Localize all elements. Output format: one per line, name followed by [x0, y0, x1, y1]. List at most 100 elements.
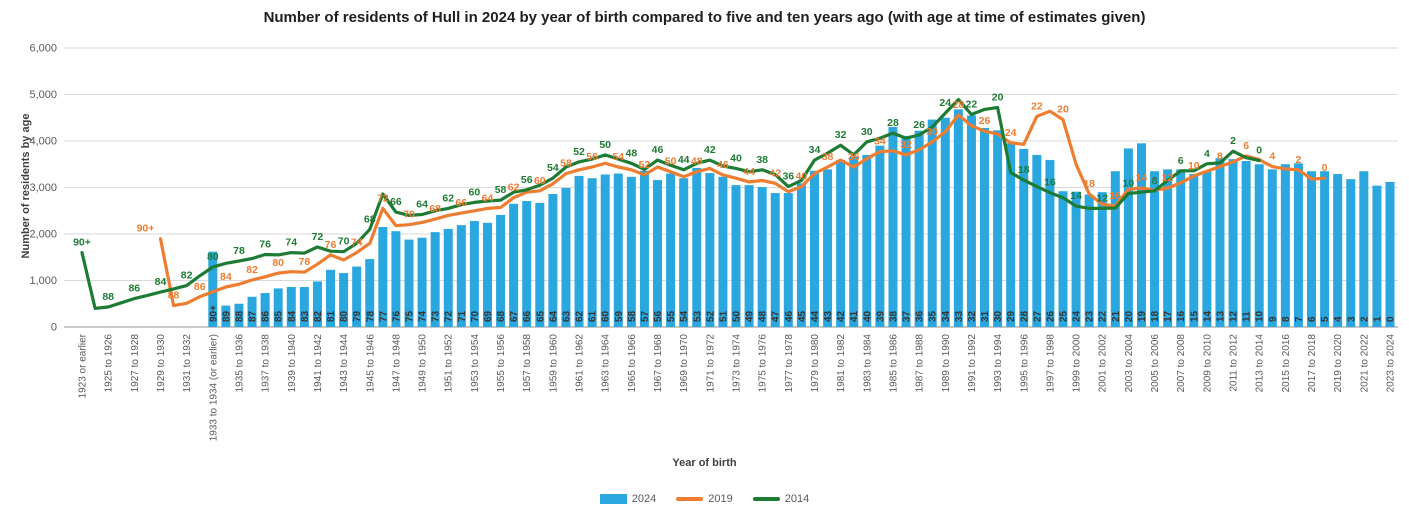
bar	[1136, 143, 1146, 327]
x-tick-label: 2019 to 2020	[1333, 334, 1344, 393]
x-tick-label: 2015 to 2016	[1281, 334, 1292, 393]
line-age-label-2014: 76	[259, 238, 271, 250]
bar	[940, 117, 950, 327]
legend-item-2019: 2019	[676, 493, 733, 505]
bar	[1267, 169, 1277, 327]
x-tick-label: 1981 to 1982	[836, 334, 847, 393]
bar	[731, 185, 741, 327]
x-tick-label: 1975 to 1976	[758, 334, 769, 393]
line-age-label-2019: 44	[743, 166, 755, 178]
bar	[1346, 179, 1356, 327]
bar-age-label: 43	[823, 310, 834, 322]
bar	[783, 193, 793, 327]
line-age-label-2019: 86	[194, 281, 206, 293]
bar	[1385, 181, 1395, 327]
line-age-label-2019: 54	[612, 151, 624, 163]
bar-age-label: 88	[234, 310, 245, 322]
bar-age-label: 20	[1124, 310, 1135, 322]
line-age-label-2014: 56	[521, 174, 533, 186]
bar	[286, 287, 296, 327]
x-tick-label: 1927 to 1928	[130, 334, 141, 393]
line-age-label-2014: 84	[155, 276, 167, 288]
bar-age-label: 8	[1281, 316, 1292, 322]
x-tick-label: 1959 to 1960	[548, 334, 559, 393]
x-tick-label: 1983 to 1984	[862, 334, 873, 393]
line-age-label-2019: 40	[796, 171, 808, 183]
x-tick-label: 1957 to 1958	[522, 334, 533, 393]
bar-age-label: 63	[561, 310, 572, 322]
y-tick-label: 1,000	[29, 275, 57, 287]
x-tick-label: 1997 to 1998	[1045, 334, 1056, 393]
bar	[849, 156, 859, 327]
bar-age-label: 67	[509, 310, 520, 322]
bar	[378, 227, 388, 327]
bar-age-label: 4	[1333, 316, 1344, 322]
bar	[1110, 171, 1120, 327]
bar-age-label: 50	[732, 310, 743, 322]
legend-label-2019: 2019	[708, 493, 733, 505]
bar	[482, 222, 492, 327]
bar	[352, 266, 362, 327]
y-tick-label: 3,000	[29, 182, 57, 194]
bar	[234, 303, 244, 327]
bar-age-label: 66	[522, 310, 533, 322]
x-tick-label: 1953 to 1954	[470, 334, 481, 393]
bar-age-label: 69	[483, 310, 494, 322]
bar-age-label: 14	[1202, 310, 1213, 322]
bar-age-label: 86	[261, 310, 272, 322]
bar	[247, 296, 257, 327]
bar-age-label: 18	[1150, 310, 1161, 322]
bar-age-label: 62	[575, 310, 586, 322]
line-age-label-2019: 52	[639, 159, 651, 171]
line-age-label-2019: 68	[429, 203, 441, 215]
bar	[535, 202, 545, 327]
bar	[273, 288, 283, 327]
bar-age-label: 29	[1006, 310, 1017, 322]
bar-age-label: 83	[300, 310, 311, 322]
bar	[1228, 159, 1238, 327]
bar	[836, 160, 846, 327]
bar	[548, 194, 558, 327]
bar	[208, 251, 218, 327]
bar-age-label: 54	[679, 310, 690, 322]
bar	[1320, 171, 1330, 327]
bar	[299, 287, 309, 327]
x-tick-label: 1961 to 1962	[575, 334, 586, 393]
bar-age-label: 13	[1215, 310, 1226, 322]
bar-age-label: 44	[810, 310, 821, 322]
y-tick-label: 5,000	[29, 89, 57, 101]
bar	[613, 173, 623, 327]
bar-age-label: 31	[980, 310, 991, 322]
bar	[522, 200, 532, 327]
bar	[1307, 171, 1317, 327]
x-axis-title: Year of birth	[672, 457, 737, 469]
x-tick-label: 1925 to 1926	[104, 334, 115, 393]
bar	[1163, 169, 1173, 327]
bar	[953, 109, 963, 327]
line-age-label-2019: 34	[874, 136, 886, 148]
line-age-label-2014: 6	[1178, 155, 1184, 167]
bar	[744, 185, 754, 327]
bar-age-label: 68	[496, 310, 507, 322]
line-age-label-2014: 2	[1230, 135, 1236, 147]
x-tick-label: 1929 to 1930	[156, 334, 167, 393]
bar	[600, 174, 610, 327]
x-tick-label: 1993 to 1994	[993, 334, 1004, 393]
bar-age-label: 25	[1059, 310, 1070, 322]
bar	[653, 180, 663, 327]
line-2014	[80, 97, 1261, 310]
bar-age-label: 65	[535, 310, 546, 322]
bar	[718, 176, 728, 327]
bar	[365, 259, 375, 327]
line-age-label-2014: 22	[966, 98, 978, 110]
bar	[430, 232, 440, 327]
bar	[1215, 158, 1225, 327]
bar-age-label: 48	[758, 310, 769, 322]
bar-age-label: 75	[405, 310, 416, 322]
bar-age-label: 24	[1072, 310, 1083, 322]
bar-age-label: 40	[862, 310, 873, 322]
bar-age-label: 89	[221, 310, 232, 322]
bar-age-label: 5	[1320, 316, 1331, 322]
line-age-label-2019: 64	[482, 192, 494, 204]
